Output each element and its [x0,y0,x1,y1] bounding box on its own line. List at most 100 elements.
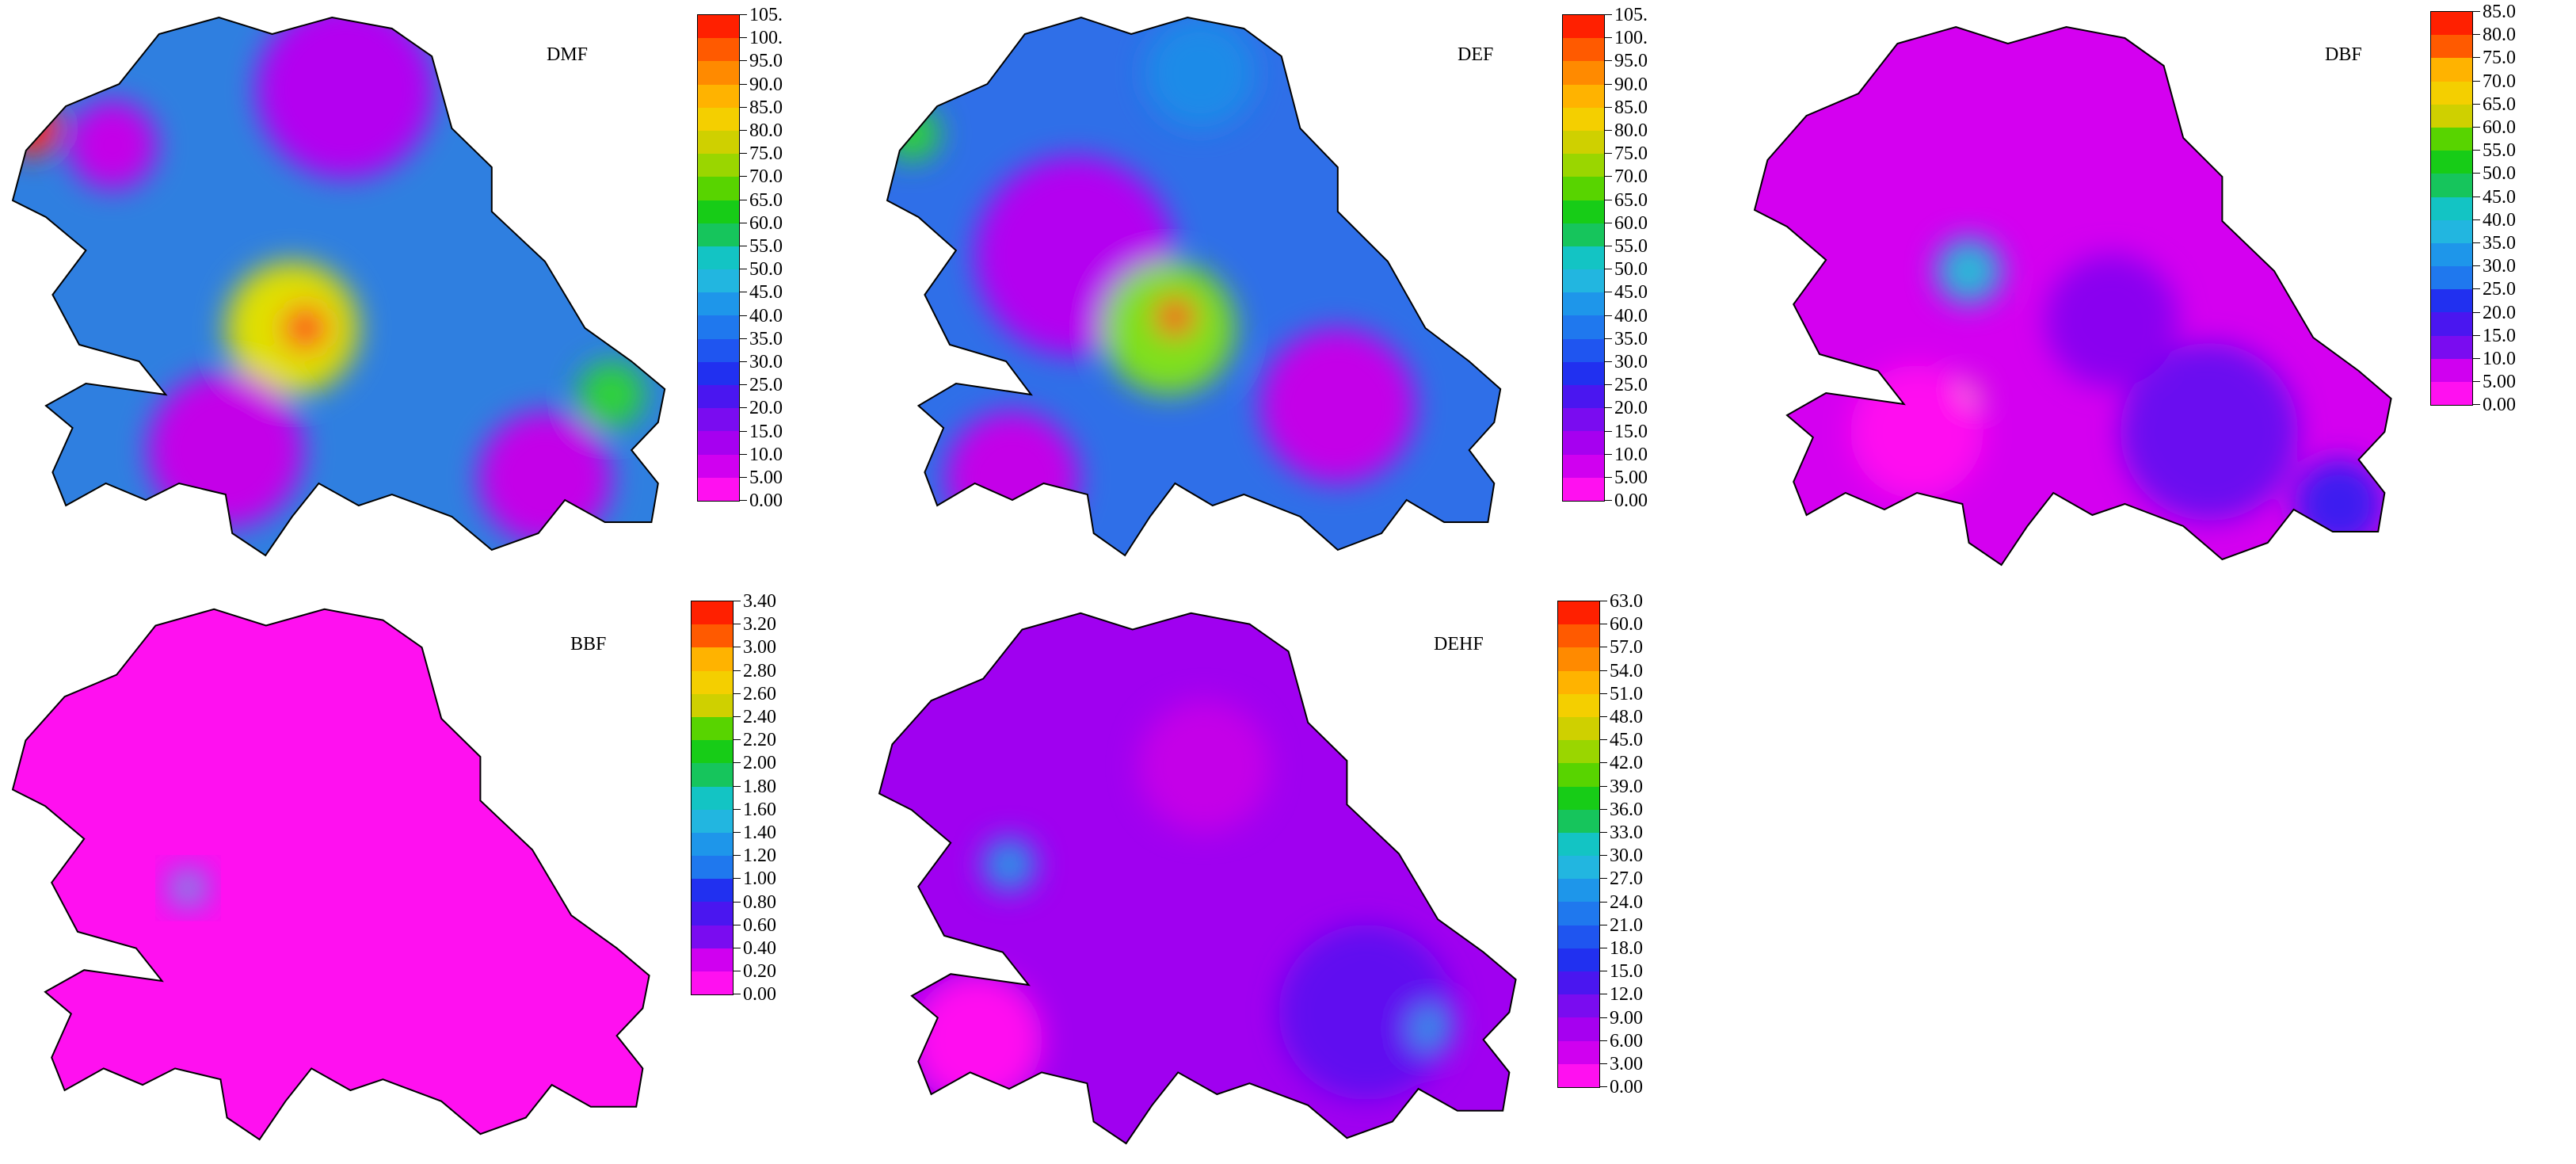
map-value-patch [283,306,328,350]
legend-swatch [698,454,739,478]
legend-swatch [1558,809,1599,833]
legend-colorbar [697,14,740,502]
legend-label: 105. [1614,5,1648,25]
legend-swatch [1563,431,1604,455]
legend-tick [1599,693,1607,694]
map-panel-dehf [878,602,1529,1149]
legend-swatch [2431,266,2472,290]
legend-label: 0.60 [743,914,776,936]
map-value-patch [2121,343,2298,521]
legend-tick [733,693,741,694]
legend-swatch [1563,385,1604,409]
legend-label: 45.0 [2483,186,2516,208]
legend-tick [739,130,747,131]
legend-label: 30.0 [1614,352,1648,372]
legend-swatch [2431,58,2472,82]
legend-tick [1604,176,1612,177]
legend-tick [1599,1017,1607,1018]
legend-label: 1.40 [743,822,776,843]
legend-swatch [2431,197,2472,220]
legend-label: 45.0 [749,282,783,303]
legend-label: 25.0 [1614,375,1648,396]
legend-swatch [1558,647,1599,671]
legend-tick [739,430,747,432]
legend-label: 15.0 [749,421,783,442]
legend-label: 95.0 [1614,51,1648,72]
legend-tick [1599,1086,1607,1088]
legend-tick [739,407,747,409]
legend-label: 95.0 [749,51,783,72]
legend-swatch [1563,408,1604,432]
map-value-patch [68,101,157,189]
legend-tick [2472,334,2480,336]
legend-tick [1599,808,1607,810]
legend-label: 12.0 [1610,984,1643,1006]
legend-swatch [2431,35,2472,59]
legend-tick [1599,1063,1607,1064]
legend-label: 45.0 [1614,282,1648,303]
legend-swatch [692,716,733,741]
legend-tick [2472,103,2480,105]
legend-label: 85.0 [2483,2,2516,22]
legend-swatch [1563,246,1604,270]
legend-tick [1604,338,1612,339]
legend-label: 75.0 [2483,48,2516,69]
legend-label: 1.80 [743,776,776,797]
legend-label: 18.0 [1610,938,1643,959]
region-border [11,608,650,1141]
legend-tick [2472,265,2480,267]
legend-swatch [2431,127,2472,151]
legend-swatch [1563,338,1604,362]
map-panel-bbf [11,598,662,1145]
legend-swatch [1563,84,1604,108]
map-title-dehf: DEHF [1434,634,1484,655]
legend-tick [1599,739,1607,741]
legend-label: 90.0 [1614,74,1648,95]
legend-label: 2.60 [743,683,776,704]
legend-label: 60.0 [1610,614,1643,635]
legend-colorbar [1562,14,1605,502]
legend-tick [733,878,741,880]
legend-label: 40.0 [749,305,783,326]
legend-label: 50.0 [749,259,783,281]
legend-tick [733,739,741,741]
legend-swatch [698,223,739,246]
legend-label: 10.0 [749,444,783,465]
legend-swatch [692,647,733,671]
map-value-patch [887,106,940,162]
legend-tick [1604,315,1612,316]
map-value-patch [1155,297,1195,337]
legend-label: 35.0 [1614,328,1648,349]
legend-label: 0.00 [1614,490,1648,512]
legend-swatch [692,809,733,833]
legend-colorbar [691,601,734,996]
legend-label: 0.00 [749,490,783,512]
legend-label: 100. [749,28,783,49]
legend-tick [739,176,747,177]
legend-label: 50.0 [1614,259,1648,281]
legend-swatch [692,601,733,625]
legend-label: 100. [1614,28,1648,49]
legend-swatch [698,315,739,339]
legend-swatch [692,693,733,717]
legend-swatch [692,879,733,903]
legend-tick [733,670,741,671]
legend-label: 40.0 [2483,209,2516,231]
legend-label: 30.0 [749,352,783,372]
legend-label: 1.20 [743,845,776,867]
legend-swatch [698,84,739,108]
map-value-patch [177,876,200,899]
legend-label: 35.0 [749,328,783,349]
legend-tick [739,477,747,478]
legend-tick [2472,34,2480,36]
legend-swatch [698,15,739,39]
legend-label: 3.00 [1610,1054,1643,1074]
legend-tick [1599,762,1607,764]
legend-tick [2472,288,2480,290]
legend-swatch [1558,902,1599,925]
legend-label: 105. [749,5,783,25]
legend-swatch [2431,312,2472,336]
legend-tick [1604,453,1612,455]
map-panel-dbf [1753,16,2404,571]
legend-label: 63.0 [1610,591,1643,612]
